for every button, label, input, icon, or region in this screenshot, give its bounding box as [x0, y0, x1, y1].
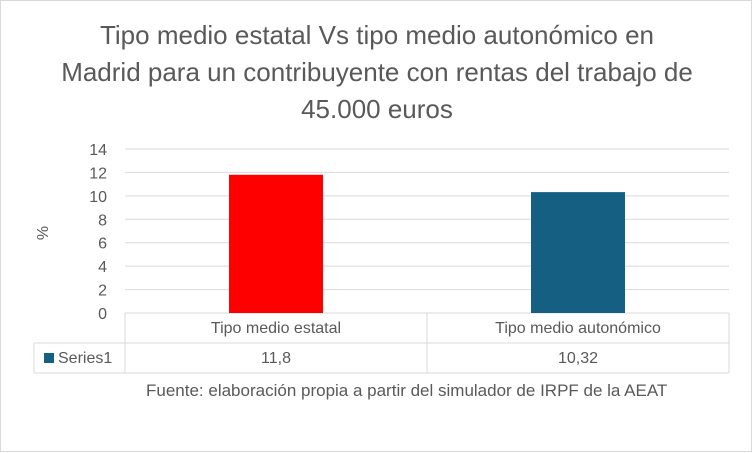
y-tick-label: 6: [98, 236, 107, 253]
chart-title: Tipo medio estatal Vs tipo medio autonóm…: [61, 20, 693, 124]
y-tick-label: 4: [98, 259, 107, 276]
legend-key-series1: [44, 353, 54, 363]
y-tick-label: 2: [98, 283, 107, 300]
y-tick-label: 10: [89, 189, 107, 206]
data-table-value: 10,32: [558, 350, 598, 367]
data-table-value: 11,8: [261, 350, 291, 367]
x-category-label: Tipo medio estatal: [211, 320, 341, 337]
x-category-label: Tipo medio autonómico: [495, 320, 661, 337]
y-tick-label: 0: [98, 306, 107, 323]
y-axis-title: %: [35, 226, 52, 240]
y-tick-label: 12: [89, 165, 107, 182]
chart-source-note: Fuente: elaboración propia a partir del …: [146, 381, 668, 400]
bar-2: [531, 192, 625, 313]
y-tick-label: 14: [89, 142, 107, 159]
bar-1: [229, 174, 323, 313]
y-tick-label: 8: [98, 212, 107, 229]
legend-label-series1: Series1: [58, 350, 112, 367]
